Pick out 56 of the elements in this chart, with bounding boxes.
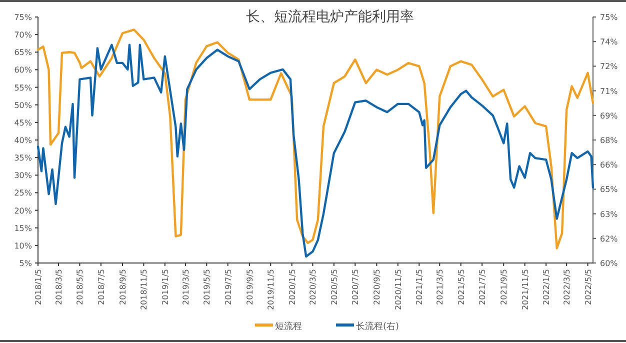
x-tick-label: 2019/9/5 (245, 269, 254, 305)
x-tick-label: 2018/9/5 (118, 269, 128, 305)
x-tick-label: 2020/3/5 (308, 269, 318, 305)
y-tick-label: 50% (14, 100, 32, 110)
legend-label: 长流程(右) (356, 321, 400, 332)
x-tick-label: 2021/5/5 (456, 269, 466, 305)
y2-tick-label: 66% (600, 160, 618, 170)
y2-tick-label: 68% (600, 136, 618, 145)
x-tick-label: 2019/7/5 (224, 269, 233, 305)
x-tick-label: 2021/3/5 (436, 269, 445, 305)
legend-label: 短流程 (275, 321, 302, 332)
y-tick-label: 45% (14, 118, 32, 128)
y2-tick-label: 69% (600, 111, 618, 120)
y-tick-label: 20% (14, 206, 32, 216)
x-tick-label: 2018/7/5 (96, 269, 106, 305)
x-tick-label: 2022/3/5 (562, 269, 572, 305)
y2-tick-label: 65% (600, 185, 618, 194)
x-tick-label: 2019/1/5 (160, 269, 170, 305)
y-tick-label: 10% (14, 241, 32, 250)
y2-tick-label: 62% (600, 234, 618, 244)
x-tick-label: 2020/1/5 (288, 269, 297, 305)
x-tick-label: 2018/1/5 (34, 269, 43, 305)
y-tick-label: 70% (14, 30, 32, 40)
y-tick-label: 65% (14, 48, 32, 58)
y2-tick-label: 74% (600, 38, 618, 47)
x-tick-label: 2021/11/5 (520, 269, 530, 310)
x-tick-label: 2022/5/5 (584, 269, 593, 305)
x-tick-label: 2018/3/5 (54, 269, 64, 305)
y-tick-label: 35% (14, 154, 32, 163)
x-tick-label: 2018/5/5 (76, 269, 85, 305)
y-tick-label: 55% (14, 83, 32, 92)
x-tick-label: 2019/5/5 (202, 269, 212, 305)
y2-tick-label: 63% (600, 210, 618, 219)
x-tick-label: 2021/1/5 (415, 269, 424, 305)
x-tick-label: 2020/11/5 (394, 269, 403, 310)
x-tick-label: 2021/9/5 (500, 269, 509, 305)
y2-tick-label: 75% (600, 13, 618, 22)
x-tick-label: 2019/3/5 (181, 269, 190, 305)
x-tick-label: 2022/1/5 (542, 269, 552, 305)
x-tick-label: 2019/11/5 (266, 269, 276, 310)
x-tick-label: 2020/7/5 (351, 269, 360, 305)
y-tick-label: 60% (14, 66, 32, 75)
y2-tick-label: 72% (600, 62, 618, 72)
y2-tick-label: 71% (600, 86, 618, 96)
y2-tick-label: 60% (600, 259, 618, 268)
y-tick-label: 5% (19, 259, 32, 268)
y-tick-label: 25% (14, 188, 32, 198)
y-tick-label: 15% (14, 224, 32, 233)
y-tick-label: 40% (14, 136, 32, 145)
x-tick-label: 2021/7/5 (478, 269, 488, 305)
x-tick-label: 2020/5/5 (330, 269, 339, 305)
y-tick-label: 30% (14, 171, 32, 180)
x-tick-label: 2018/11/5 (140, 269, 149, 310)
y-tick-label: 75% (14, 13, 32, 22)
chart-title: 长、短流程电炉产能利用率 (246, 9, 414, 25)
x-tick-label: 2020/9/5 (372, 269, 382, 305)
